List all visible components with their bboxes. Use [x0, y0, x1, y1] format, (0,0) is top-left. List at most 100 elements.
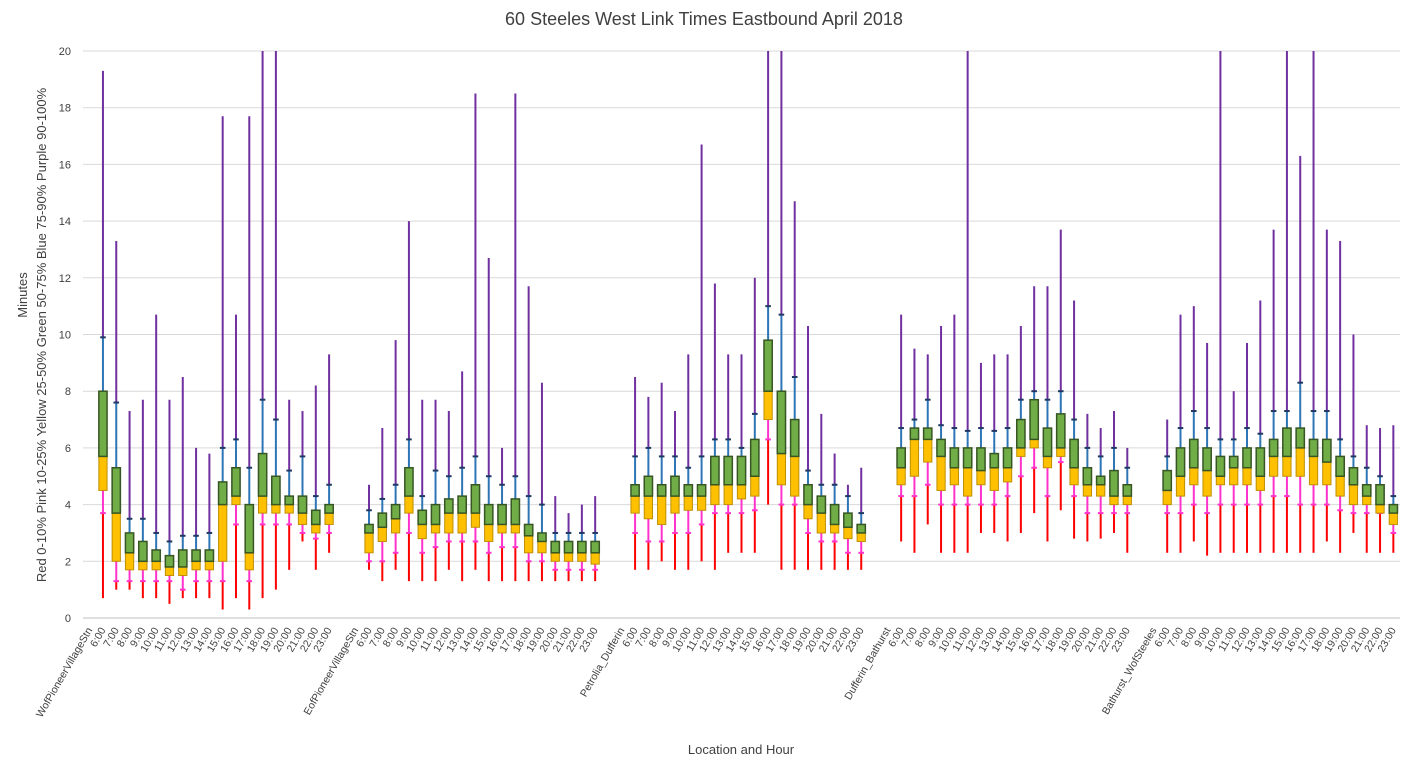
box-green [789, 418, 800, 458]
box-yellow [750, 475, 760, 497]
box-EofPioneerVillageStn-14:00 [470, 93, 481, 570]
box-yellow [790, 455, 800, 497]
y-tick-label: 0 [65, 613, 71, 625]
box-green [962, 447, 973, 469]
box-EofPioneerVillageStn-22:00 [576, 504, 587, 582]
box-Bathurst_WofSteeles-11:00 [1228, 391, 1239, 553]
box-green [457, 495, 468, 514]
y-axis-ticks: 0 2 4 6 8 10 12 14 16 18 20 [59, 46, 71, 625]
box-yellow [457, 512, 467, 534]
box-green [191, 549, 201, 563]
box-Petrolia_Dufferin-11:00 [696, 144, 707, 562]
y-tick-label: 12 [59, 273, 71, 285]
box-yellow [1189, 467, 1199, 486]
box-green [271, 475, 281, 506]
box-green [563, 540, 574, 554]
box-yellow [470, 512, 481, 528]
box-yellow [311, 523, 321, 534]
box-green [1375, 484, 1385, 506]
box-Dufferin_Bathurst-9:00 [936, 325, 946, 553]
box-Petrolia_Dufferin-16:00 [763, 51, 773, 505]
box-green [310, 509, 321, 526]
box-Dufferin_Bathurst-10:00 [949, 314, 960, 553]
box-yellow [297, 512, 308, 525]
box-yellow [989, 467, 999, 491]
box-yellow [643, 495, 654, 520]
box-green [1388, 503, 1399, 514]
box-Petrolia_Dufferin-8:00 [656, 382, 667, 562]
box-green [497, 503, 507, 526]
box-EofPioneerVillageStn-15:00 [483, 257, 494, 582]
box-green [909, 427, 920, 441]
box-Bathurst_WofSteeles-23:00 [1388, 425, 1399, 553]
box-EofPioneerVillageStn-17:00 [510, 93, 521, 582]
box-yellow [896, 467, 906, 486]
box-yellow [1255, 475, 1265, 491]
box-yellow [257, 495, 268, 514]
box-green [537, 532, 547, 543]
box-green [204, 549, 215, 563]
box-yellow [404, 495, 414, 514]
box-green [843, 512, 853, 529]
box-yellow [537, 540, 547, 554]
box-yellow [1029, 438, 1039, 449]
chart-title: 60 Steeles West Link Times Eastbound Apr… [505, 9, 903, 29]
box-WofPioneerVillageStn-20:00 [284, 399, 295, 570]
box-EofPioneerVillageStn-7:00 [377, 428, 388, 582]
box-EofPioneerVillageStn-10:00 [417, 399, 428, 582]
box-green [1188, 438, 1199, 469]
y-axis-title: Minutes Red 0-10% Pink 10-25% Yellow 25-… [15, 87, 49, 582]
box-yellow [816, 512, 826, 534]
box-yellow [1242, 467, 1252, 486]
box-green [217, 481, 228, 506]
box-yellow [630, 495, 640, 514]
box-green [1255, 447, 1266, 477]
box-EofPioneerVillageStn-8:00 [390, 340, 401, 570]
box-yellow [1268, 455, 1279, 477]
box-EofPioneerVillageStn-21:00 [563, 513, 574, 582]
box-yellow [151, 560, 161, 571]
box-yellow [191, 560, 201, 571]
box-Petrolia_Dufferin-13:00 [723, 354, 734, 553]
box-yellow [563, 552, 574, 562]
box-yellow [963, 467, 973, 497]
box-green [736, 455, 747, 486]
box-WofPioneerVillageStn-7:00 [111, 240, 122, 590]
box-yellow [723, 484, 733, 506]
box-yellow [1295, 447, 1305, 477]
box-yellow [1388, 512, 1398, 525]
box-Dufferin_Bathurst-7:00 [909, 348, 920, 553]
box-green [749, 438, 760, 477]
box-WofPioneerVillageStn-17:00 [244, 116, 255, 610]
box-yellow [417, 523, 427, 540]
box-green [643, 475, 654, 497]
box-green [763, 339, 773, 392]
box-EofPioneerVillageStn-11:00 [430, 399, 441, 582]
box-green [1095, 475, 1106, 486]
box-Petrolia_Dufferin-14:00 [736, 354, 747, 553]
y-tick-label: 10 [59, 330, 71, 342]
box-yellow [1069, 467, 1079, 486]
box-green [1082, 466, 1093, 486]
box-Bathurst_WofSteeles-13:00 [1255, 300, 1266, 553]
box-green [1175, 447, 1186, 477]
box-Petrolia_Dufferin-15:00 [749, 277, 760, 553]
box-EofPioneerVillageStn-18:00 [523, 286, 534, 582]
box-yellow [1215, 475, 1226, 486]
box-yellow [484, 523, 494, 542]
box-green [1202, 447, 1212, 472]
box-green [510, 498, 521, 526]
box-Dufferin_Bathurst-8:00 [922, 354, 933, 525]
y-axis-title-line-2: Red 0-10% Pink 10-25% Yellow 25-50% Gree… [34, 87, 49, 582]
box-green [1308, 438, 1319, 458]
box-Bathurst_WofSteeles-20:00 [1348, 334, 1359, 533]
box-EofPioneerVillageStn-19:00 [537, 382, 547, 582]
box-yellow [284, 504, 294, 514]
box-yellow [829, 523, 840, 534]
box-green [151, 549, 162, 563]
box-yellow [1016, 447, 1026, 457]
box-Bathurst_WofSteeles-15:00 [1282, 51, 1292, 553]
box-Petrolia_Dufferin-9:00 [670, 411, 680, 570]
box-green [231, 466, 241, 497]
box-yellow [1322, 461, 1332, 486]
